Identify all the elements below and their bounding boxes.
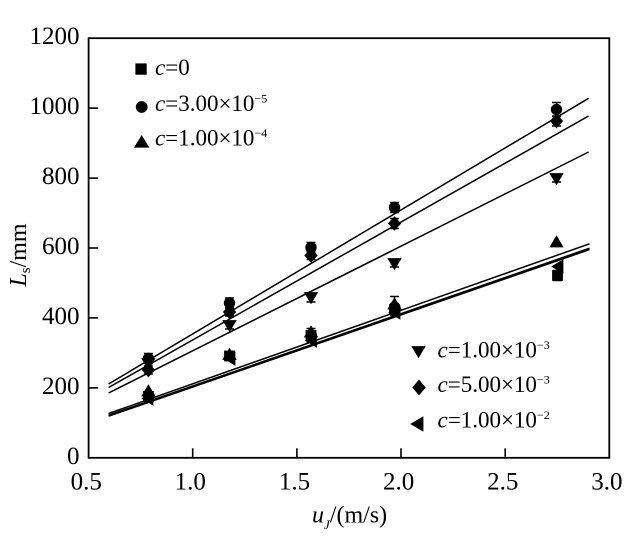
svg-text:c=1.00×10−4: c=1.00×10−4: [155, 126, 267, 151]
svg-text:c=5.00×10−3: c=5.00×10−3: [438, 372, 550, 397]
svg-text:Ls/mm: Ls/mm: [6, 223, 34, 288]
svg-text:400: 400: [42, 303, 80, 330]
svg-text:1.5: 1.5: [279, 469, 310, 496]
svg-text:2.0: 2.0: [383, 469, 414, 496]
svg-text:1.0: 1.0: [175, 469, 206, 496]
svg-text:c=3.00×10−5: c=3.00×10−5: [155, 91, 267, 116]
svg-text:c=1.00×10−3: c=1.00×10−3: [438, 337, 550, 362]
svg-text:1200: 1200: [30, 23, 80, 50]
svg-text:1000: 1000: [30, 93, 80, 120]
svg-text:3.0: 3.0: [591, 469, 622, 496]
svg-text:uJ/(m/s): uJ/(m/s): [312, 503, 387, 533]
svg-text:0: 0: [67, 443, 80, 470]
svg-text:200: 200: [42, 373, 80, 400]
svg-text:2.5: 2.5: [487, 469, 518, 496]
svg-text:c=1.00×10−2: c=1.00×10−2: [438, 408, 550, 433]
svg-text:600: 600: [42, 233, 80, 260]
svg-text:800: 800: [42, 163, 80, 190]
svg-text:c=0: c=0: [155, 55, 190, 80]
svg-text:0.5: 0.5: [71, 469, 102, 496]
